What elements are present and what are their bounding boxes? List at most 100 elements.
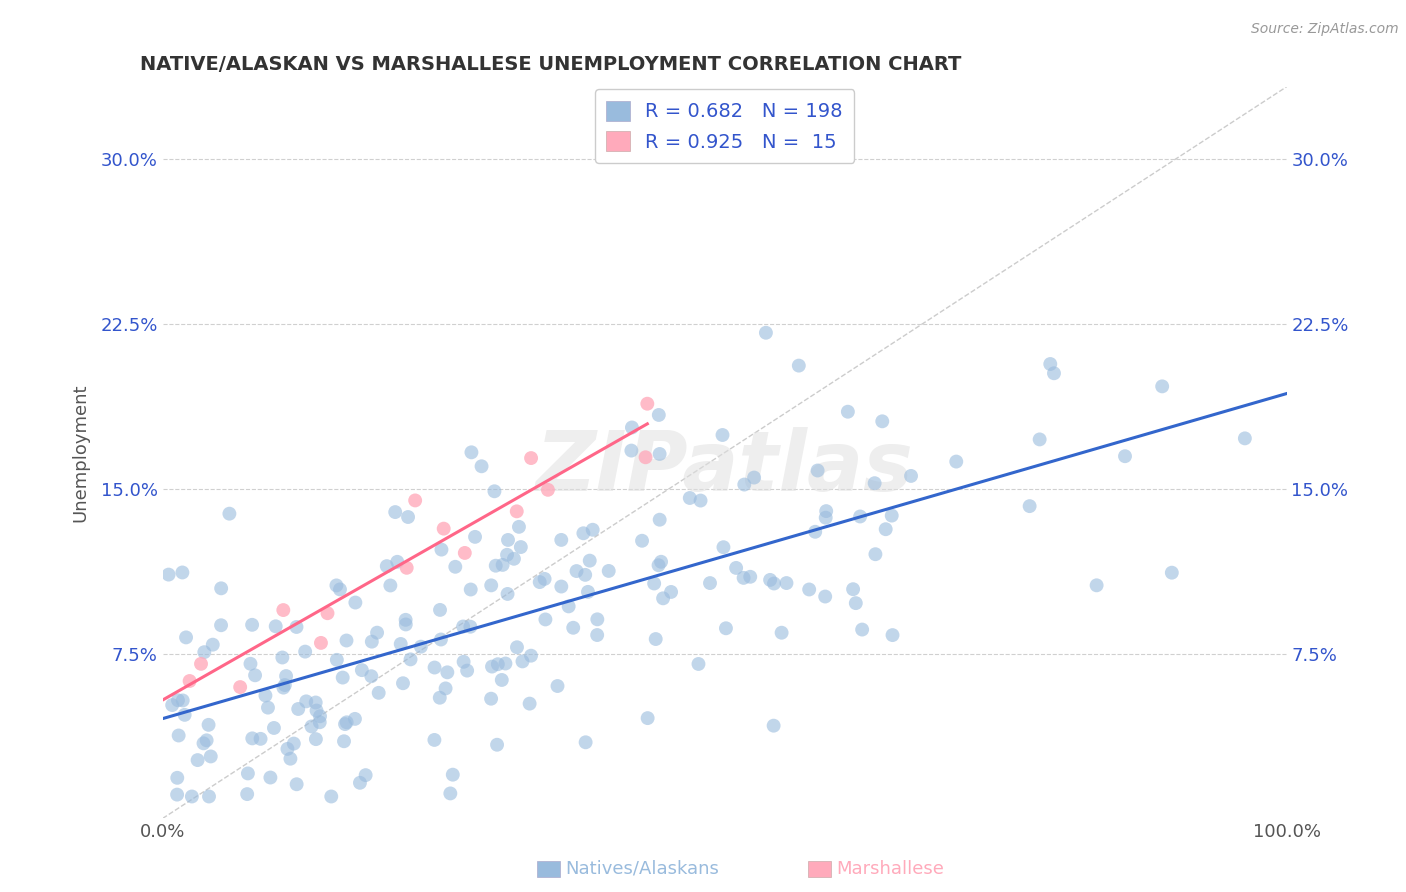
Point: [491, 673, 513, 687]
Point: [243, 668, 266, 682]
Point: [295, 694, 318, 708]
Point: [305, 696, 328, 710]
Point: [423, 733, 446, 747]
Point: [360, 669, 382, 683]
Point: [336, 715, 359, 730]
Point: [486, 657, 509, 672]
Point: [479, 578, 502, 592]
Point: [636, 397, 658, 411]
Point: [433, 522, 456, 536]
Point: [496, 548, 519, 562]
Point: [875, 522, 897, 536]
Point: [259, 771, 281, 785]
Point: [332, 671, 354, 685]
Point: [814, 590, 837, 604]
Point: [395, 613, 418, 627]
Point: [1152, 379, 1174, 393]
Point: [742, 470, 765, 484]
Point: [326, 653, 349, 667]
Point: [1114, 449, 1136, 463]
Point: [389, 637, 412, 651]
Point: [775, 576, 797, 591]
Point: [285, 620, 308, 634]
Point: [280, 752, 302, 766]
Point: [485, 558, 508, 573]
Point: [586, 612, 609, 626]
Point: [236, 787, 259, 801]
Point: [648, 447, 671, 461]
Point: [309, 636, 332, 650]
Point: [173, 707, 195, 722]
Point: [620, 420, 643, 434]
Point: [195, 733, 218, 747]
Point: [755, 326, 778, 340]
Point: [197, 718, 219, 732]
Point: [392, 676, 415, 690]
Point: [180, 789, 202, 804]
Point: [1043, 366, 1066, 380]
Point: [308, 715, 330, 730]
Point: [631, 533, 654, 548]
Point: [471, 459, 494, 474]
Point: [652, 591, 675, 606]
Point: [335, 633, 357, 648]
Point: [167, 693, 190, 707]
Point: [699, 576, 721, 591]
Point: [305, 732, 328, 747]
Point: [343, 712, 366, 726]
Point: [193, 736, 215, 750]
Point: [494, 657, 516, 671]
Point: [644, 632, 666, 646]
Point: [842, 582, 865, 597]
Point: [271, 650, 294, 665]
Text: NATIVE/ALASKAN VS MARSHALLESE UNEMPLOYMENT CORRELATION CHART: NATIVE/ALASKAN VS MARSHALLESE UNEMPLOYME…: [141, 55, 962, 74]
Legend: R = 0.682   N = 198, R = 0.925   N =  15: R = 0.682 N = 198, R = 0.925 N = 15: [595, 89, 855, 163]
Point: [209, 618, 232, 632]
Point: [503, 551, 526, 566]
Point: [240, 731, 263, 746]
Point: [733, 477, 755, 491]
Point: [1233, 431, 1256, 445]
Point: [409, 640, 432, 654]
Point: [430, 632, 453, 647]
Point: [586, 628, 609, 642]
Point: [439, 786, 461, 800]
Point: [309, 709, 332, 723]
Point: [283, 737, 305, 751]
Point: [179, 673, 201, 688]
Point: [634, 450, 657, 465]
Point: [520, 648, 543, 663]
Point: [274, 678, 297, 692]
Point: [574, 567, 596, 582]
Point: [464, 530, 486, 544]
Point: [486, 738, 509, 752]
Point: [276, 742, 298, 756]
Point: [865, 547, 887, 561]
Point: [395, 561, 418, 575]
Point: [733, 571, 755, 585]
Point: [360, 634, 382, 648]
Point: [562, 621, 585, 635]
Point: [167, 729, 190, 743]
Point: [434, 681, 457, 696]
Point: [533, 572, 555, 586]
Point: [396, 510, 419, 524]
Point: [200, 749, 222, 764]
Point: [506, 640, 529, 655]
Point: [201, 638, 224, 652]
Point: [174, 631, 197, 645]
Point: [496, 587, 519, 601]
Point: [329, 582, 352, 597]
Point: [441, 767, 464, 781]
Point: [190, 657, 212, 671]
Point: [849, 509, 872, 524]
Point: [187, 753, 209, 767]
Point: [845, 596, 868, 610]
Point: [172, 693, 194, 707]
Point: [529, 575, 551, 590]
Point: [557, 599, 579, 614]
Point: [316, 606, 339, 620]
Point: [257, 700, 280, 714]
Point: [565, 564, 588, 578]
Point: [575, 735, 598, 749]
